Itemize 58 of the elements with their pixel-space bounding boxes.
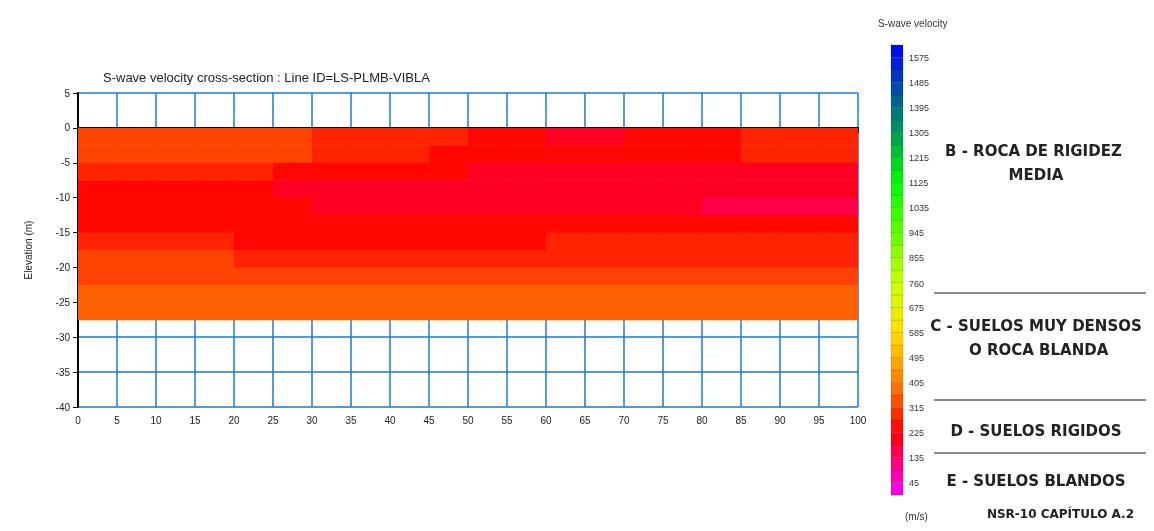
color-bar-label: 405	[909, 377, 925, 388]
color-bar-label: 1215	[909, 152, 930, 163]
y-tick-label: -10	[55, 192, 71, 204]
x-tick-label: 45	[423, 414, 435, 426]
x-tick-label: 25	[267, 414, 279, 426]
color-bar-label: 495	[909, 352, 925, 363]
color-bar-label: 45	[909, 477, 920, 488]
x-tick-label: 90	[774, 414, 786, 426]
text: B - ROCA DE RIGIDEZ MEDIA	[945, 142, 1127, 184]
color-bar-label: 760	[909, 278, 925, 289]
y-tick-label: -40	[55, 401, 71, 413]
x-tick-label: 75	[657, 414, 669, 426]
color-bar-label: 1395	[909, 102, 930, 113]
text: E - SUELOS BLANDOS	[946, 472, 1126, 490]
x-tick-label: 30	[306, 414, 318, 426]
color-bar-label: 1575	[909, 52, 930, 63]
y-tick-label: -15	[55, 227, 71, 239]
x-tick-label: 10	[150, 414, 162, 426]
text: D - SUELOS RIGIDOS	[950, 422, 1122, 440]
x-tick-label: 40	[384, 414, 396, 426]
y-tick-label: -20	[55, 261, 71, 273]
y-axis-title: Elevation (m)	[22, 220, 34, 280]
color-bar-label: 1125	[909, 177, 929, 188]
chart-title: S-wave velocity cross-section : Line ID=LS-PLMB-VIBLA	[103, 70, 431, 85]
x-tick-label: 0	[75, 414, 82, 426]
color-bar-label: 1485	[909, 77, 930, 88]
color-bar-label: 1035	[909, 202, 930, 213]
x-tick-label: 80	[696, 414, 708, 426]
y-tick-label: -5	[61, 157, 71, 169]
y-tick-label: -25	[55, 296, 71, 308]
y-tick-label: 0	[64, 122, 71, 134]
x-tick-label: 35	[345, 414, 357, 426]
x-tick-label: 60	[540, 414, 552, 426]
x-tick-label: 20	[228, 414, 240, 426]
text: NSR-10 CAPÍTULO A.2	[986, 506, 1135, 521]
x-tick-label: 85	[735, 414, 747, 426]
color-bar-label: 585	[909, 327, 925, 338]
color-bar-label: 225	[909, 427, 925, 438]
color-bar-label: 855	[909, 252, 925, 263]
text: C - SUELOS MUY DENSOS O ROCA BLANDA	[930, 317, 1142, 359]
x-tick-label: 5	[114, 414, 121, 426]
color-bar-title: S-wave velocity	[878, 17, 948, 29]
color-bar-label: 945	[909, 227, 925, 238]
y-tick-label: -35	[55, 366, 71, 378]
x-tick-label: 15	[189, 414, 201, 426]
color-bar-label: 675	[909, 302, 925, 313]
color-bar-label: 315	[909, 402, 925, 413]
color-bar-label: 1305	[909, 127, 930, 138]
x-tick-label: 50	[462, 414, 474, 426]
x-tick-label: 70	[618, 414, 630, 426]
text: (m/s)	[905, 510, 928, 522]
y-tick-label: 5	[64, 87, 71, 99]
color-bar-label: 135	[909, 452, 925, 463]
x-tick-label: 95	[813, 414, 825, 426]
x-tick-label: 65	[579, 414, 591, 426]
x-tick-label: 100	[849, 414, 867, 426]
x-tick-label: 55	[501, 414, 513, 426]
y-tick-label: -30	[55, 331, 71, 343]
